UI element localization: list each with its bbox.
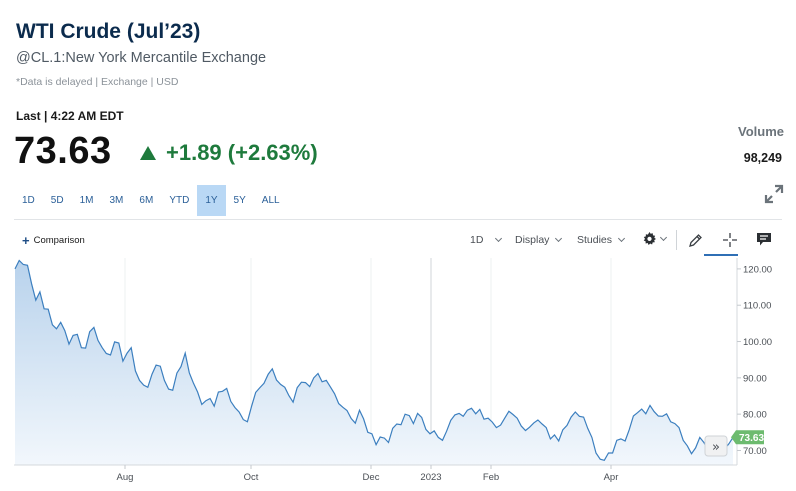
double-chevron-right-icon: » <box>712 440 720 455</box>
gear-icon <box>643 232 656 245</box>
x-tick-label: Aug <box>117 472 134 483</box>
comparison-button[interactable]: + Comparison <box>22 232 85 248</box>
pencil-icon[interactable] <box>688 233 703 248</box>
range-5d[interactable]: 5D <box>50 195 64 206</box>
price-change: +1.89 (+2.63%) <box>140 140 318 166</box>
range-6m[interactable]: 6M <box>139 195 154 206</box>
scroll-forward-button[interactable]: » <box>704 435 728 457</box>
volume-label: Volume <box>738 124 784 139</box>
chevron-down-icon <box>495 234 503 243</box>
chevron-down-icon <box>617 234 626 243</box>
comment-icon[interactable] <box>756 232 772 247</box>
studies-dropdown[interactable]: Studies <box>577 234 626 246</box>
x-tick-label: Feb <box>483 472 499 483</box>
x-tick-label: Apr <box>604 472 619 483</box>
studies-label: Studies <box>577 234 613 246</box>
y-tick-label: 120.00 <box>743 264 772 275</box>
last-price-badge-text: 73.63 <box>739 433 764 444</box>
y-tick-label: 90.00 <box>743 373 767 384</box>
range-all[interactable]: ALL <box>261 195 280 206</box>
range-1m[interactable]: 1M <box>79 195 94 206</box>
x-tick-label: Oct <box>244 472 259 483</box>
comparison-label: Comparison <box>33 235 85 246</box>
range-ytd[interactable]: YTD <box>169 195 190 206</box>
display-label: Display <box>515 234 550 246</box>
y-tick-label: 80.00 <box>743 410 767 421</box>
settings-dropdown[interactable] <box>643 232 668 245</box>
chart-toolbar: + Comparison 1D Display Studies <box>14 226 782 256</box>
delay-disclaimer: *Data is delayed | Exchange | USD <box>16 76 179 88</box>
range-5y[interactable]: 5Y <box>233 195 246 206</box>
last-price-badge: 73.63 <box>731 430 764 445</box>
exchange-subtitle: @CL.1:New York Mercantile Exchange <box>16 50 267 66</box>
chevron-down-icon <box>659 233 668 241</box>
y-tick-label: 100.00 <box>743 337 772 348</box>
range-3m[interactable]: 3M <box>109 195 124 206</box>
range-1d[interactable]: 1D <box>22 195 35 206</box>
page-title: WTI Crude (Jul’23) <box>16 20 201 43</box>
price-area <box>15 260 733 465</box>
last-trade-time: Last | 4:22 AM EDT <box>16 109 124 123</box>
y-tick-label: 70.00 <box>743 446 767 457</box>
display-dropdown[interactable]: Display <box>515 234 563 246</box>
price-line <box>14 259 734 461</box>
toolbar-separator <box>676 230 677 250</box>
chevron-down-icon <box>555 234 563 243</box>
x-tick-label: 2023 <box>420 472 441 483</box>
interval-label: 1D <box>470 234 484 246</box>
plus-icon: + <box>22 232 30 248</box>
time-range-selector: 1D 5D 1M 3M 6M YTD 1Y 5Y ALL <box>14 185 288 216</box>
interval-dropdown[interactable]: 1D <box>470 234 503 246</box>
volume-value: 98,249 <box>743 151 782 165</box>
expand-icon[interactable] <box>764 184 784 204</box>
price-chart[interactable]: 120.00 110.00 100.00 90.00 80.00 70.00 Aug Oct… <box>0 258 796 491</box>
crosshair-active-indicator <box>704 254 738 256</box>
crosshair-icon[interactable] <box>722 232 738 248</box>
last-price: 73.63 <box>14 130 112 172</box>
x-tick-label: Dec <box>363 472 380 483</box>
triangle-up-icon <box>140 146 156 160</box>
range-1y[interactable]: 1Y <box>197 185 226 216</box>
toolbar-divider <box>14 219 782 220</box>
y-tick-label: 110.00 <box>743 301 771 312</box>
price-change-value: +1.89 (+2.63%) <box>166 140 318 165</box>
